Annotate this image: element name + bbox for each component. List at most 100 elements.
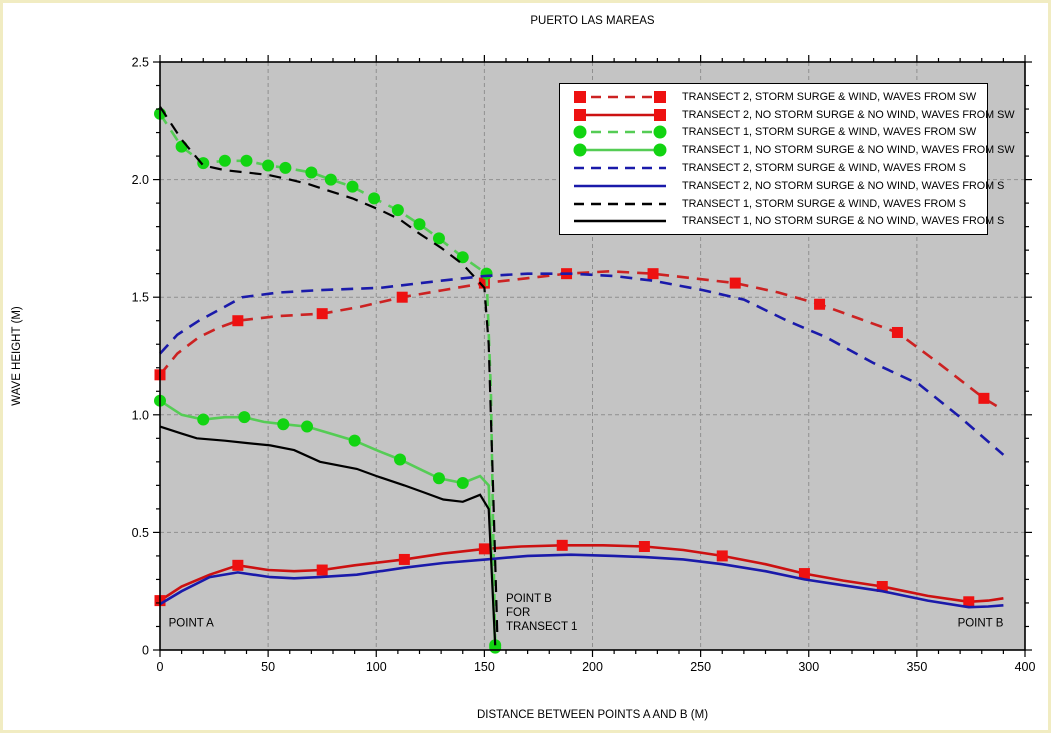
series-marker-circle [305, 166, 318, 179]
y-tick-label: 1.0 [132, 408, 149, 422]
x-tick-label: 50 [261, 660, 275, 674]
series-marker-square [798, 568, 810, 580]
legend-marker-square [654, 108, 666, 121]
x-tick-label: 300 [798, 660, 819, 674]
series-marker-square [316, 308, 328, 320]
series-marker-square [716, 550, 728, 562]
series-marker-circle [218, 154, 231, 167]
x-axis-label: DISTANCE BETWEEN POINTS A AND B (M) [476, 709, 709, 721]
series-marker-circle [432, 232, 445, 245]
y-tick-label: 1.5 [132, 291, 149, 305]
series-marker-circle [394, 453, 407, 466]
legend-symbol-square-icon [574, 108, 666, 121]
legend-marker-circle [573, 143, 587, 157]
x-tick-label: 150 [474, 660, 495, 674]
legend-label: TRANSECT 2, NO STORM SURGE & NO WIND, WA… [682, 179, 1005, 192]
series-marker-square [556, 539, 568, 551]
chart-title: PUERTO LAS MAREAS [530, 15, 655, 27]
legend-label: TRANSECT 2, NO STORM SURGE & NO WIND, WA… [682, 108, 1015, 121]
legend-marker-square [654, 90, 666, 103]
series-line-7 [159, 425, 497, 646]
series-marker-square [638, 541, 650, 553]
x-tick-label: 250 [690, 660, 711, 674]
annotation: POINT A [169, 617, 214, 629]
series-marker-circle [348, 434, 361, 447]
x-tick-label: 100 [366, 660, 387, 674]
legend-item: TRANSECT 2, STORM SURGE & WIND, WAVES FR… [570, 88, 987, 106]
annotation: POINT B [958, 617, 1004, 629]
annotation: POINT B [506, 593, 552, 605]
legend-item: TRANSECT 1, STORM SURGE & WIND, WAVES FR… [570, 195, 987, 213]
y-tick-label: 2.5 [132, 56, 149, 70]
series-line-5 [159, 553, 1004, 609]
legend-symbol-circle-icon [573, 143, 667, 157]
series-marker-circle [238, 411, 251, 424]
series-marker-square [876, 580, 888, 592]
series-marker-square [232, 559, 244, 571]
x-tick-label: 350 [906, 660, 927, 674]
legend-label: TRANSECT 1, STORM SURGE & WIND, WAVES FR… [682, 126, 977, 139]
annotation: TRANSECT 1 [506, 621, 577, 633]
legend-marker-circle [653, 143, 667, 157]
y-tick-label: 0 [142, 644, 149, 658]
legend-label: TRANSECT 1, STORM SURGE & WIND, WAVES FR… [682, 197, 966, 210]
series-line-6 [159, 106, 499, 639]
series-marker-circle [262, 159, 275, 172]
x-tick-label: 200 [582, 660, 603, 674]
series-marker-circle [456, 477, 469, 490]
series-marker-square [729, 277, 741, 289]
series-marker-square [396, 291, 408, 303]
series-marker-square [232, 315, 244, 327]
legend-marker-square [574, 90, 586, 103]
series-marker-circle [197, 413, 210, 426]
series-line-0 [158, 269, 1005, 412]
legend-item: TRANSECT 2, STORM SURGE & WIND, WAVES FR… [570, 159, 987, 177]
series-marker-square [647, 268, 659, 280]
series-marker-square [978, 392, 990, 404]
x-tick-label: 0 [157, 660, 164, 674]
series-marker-square [478, 543, 490, 555]
series-marker-circle [391, 204, 404, 217]
series-marker-square [316, 564, 328, 576]
legend-symbol-square-icon [574, 90, 666, 103]
series-marker-circle [197, 157, 210, 170]
series-line-4 [159, 272, 1005, 456]
legend-item: TRANSECT 2, NO STORM SURGE & NO WIND, WA… [570, 106, 1015, 124]
legend-marker-circle [573, 125, 587, 139]
legend-item: TRANSECT 2, NO STORM SURGE & NO WIND, WA… [570, 177, 1004, 195]
series-marker-circle [413, 218, 426, 231]
legend-label: TRANSECT 2, STORM SURGE & WIND, WAVES FR… [682, 90, 977, 103]
series-marker-circle [175, 140, 188, 153]
annotation: FOR [506, 607, 530, 619]
series-marker-square [398, 553, 410, 565]
series-marker-square [814, 298, 826, 310]
legend-label: TRANSECT 1, NO STORM SURGE & NO WIND, WA… [682, 144, 1015, 157]
legend-symbol-circle-icon [573, 125, 667, 139]
series-marker-circle [240, 154, 253, 167]
series-marker-circle [301, 420, 314, 433]
legend-symbol-line-icon [574, 220, 666, 223]
legend-item: TRANSECT 1, NO STORM SURGE & NO WIND, WA… [570, 141, 1015, 159]
legend-item: TRANSECT 1, NO STORM SURGE & NO WIND, WA… [570, 213, 1004, 231]
series-marker-circle [279, 161, 292, 174]
legend: TRANSECT 2, STORM SURGE & WIND, WAVES FR… [559, 83, 1015, 235]
legend-item: TRANSECT 1, STORM SURGE & WIND, WAVES FR… [570, 124, 987, 142]
y-tick-label: 0.5 [132, 526, 149, 540]
legend-marker-circle [653, 125, 667, 139]
series-marker-circle [324, 173, 337, 186]
series-marker-square [891, 326, 903, 338]
series-marker-circle [346, 180, 359, 193]
legend-label: TRANSECT 1, NO STORM SURGE & NO WIND, WA… [682, 215, 1005, 228]
series-marker-circle [368, 192, 381, 205]
series-marker-square [478, 277, 490, 289]
legend-symbol-line-icon [574, 202, 666, 205]
legend-marker-square [574, 108, 586, 121]
series-marker-circle [456, 251, 469, 264]
legend-symbol-line-icon [574, 184, 666, 188]
series-marker-square [963, 596, 975, 608]
series-marker-circle [432, 472, 445, 485]
x-tick-label: 400 [1015, 660, 1036, 674]
series-marker-circle [277, 418, 290, 431]
y-tick-label: 2.0 [132, 173, 149, 187]
